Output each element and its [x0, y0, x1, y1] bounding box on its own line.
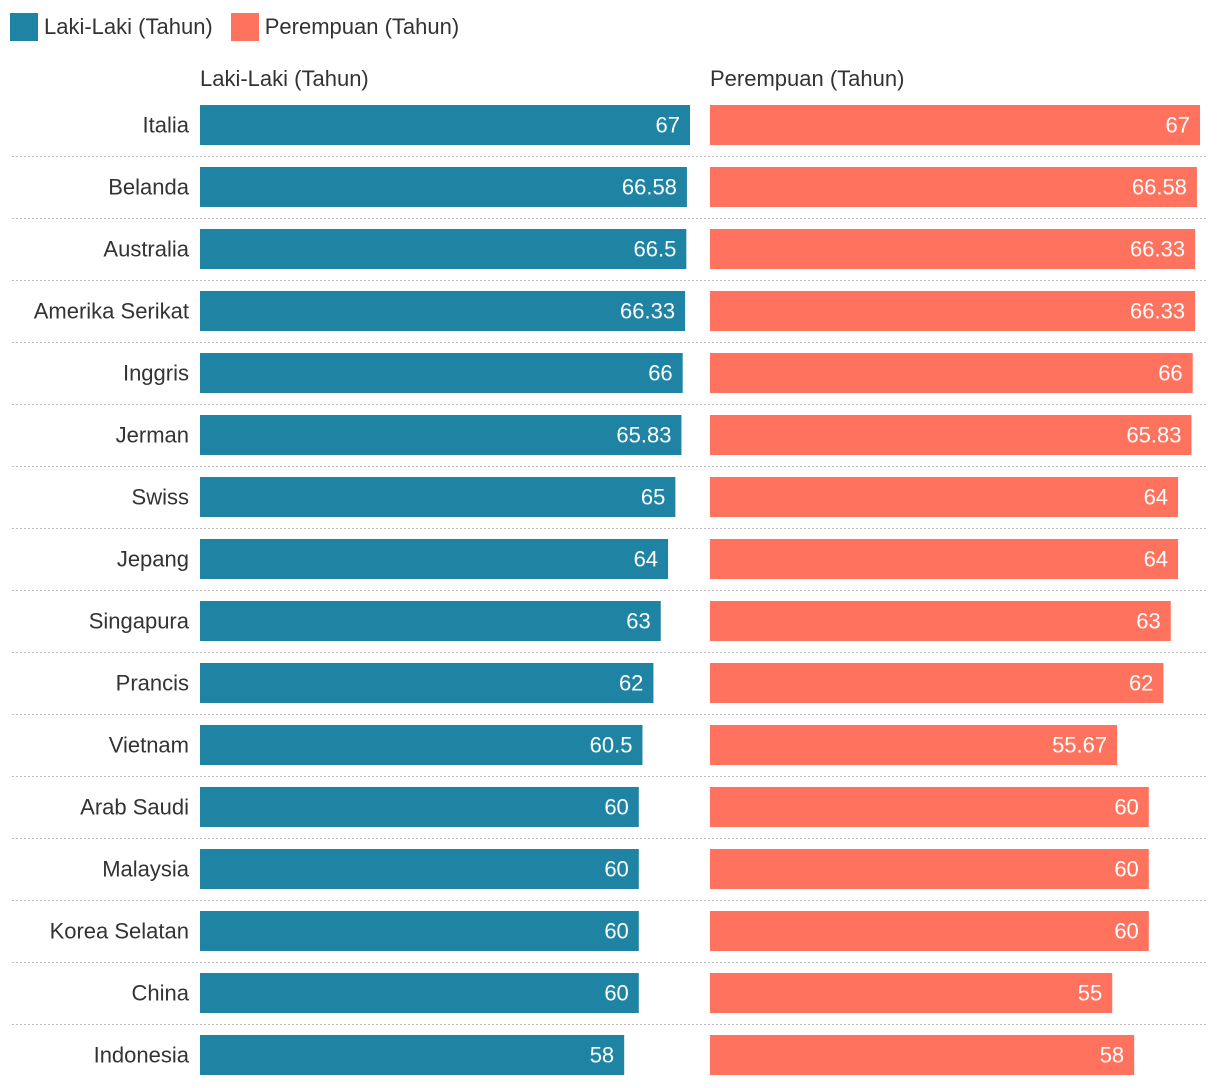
category-label: Australia	[103, 237, 189, 262]
bar-male	[200, 539, 669, 579]
bar-male	[200, 291, 686, 331]
data-label-male: 62	[619, 671, 643, 696]
data-label-male: 66.5	[634, 237, 677, 262]
data-label-male: 65.83	[616, 423, 671, 448]
data-label-male: 60	[604, 919, 628, 944]
bar-female	[710, 477, 1179, 517]
column-header-male: Laki-Laki (Tahun)	[200, 66, 369, 91]
data-label-female: 66.58	[1132, 175, 1187, 200]
bar-male	[200, 973, 639, 1013]
data-label-female: 60	[1114, 919, 1138, 944]
bar-female	[710, 663, 1164, 703]
bar-male	[200, 477, 676, 517]
bar-male	[200, 415, 682, 455]
data-label-male: 66.33	[620, 299, 675, 324]
category-label: China	[132, 981, 190, 1006]
bar-female	[710, 539, 1179, 579]
category-label: Swiss	[132, 485, 189, 510]
category-label: Arab Saudi	[80, 795, 189, 820]
data-label-female: 63	[1136, 609, 1160, 634]
data-label-male: 60.5	[590, 733, 633, 758]
bar-male	[200, 105, 690, 145]
bar-male	[200, 725, 643, 765]
data-label-female: 65.83	[1126, 423, 1181, 448]
data-label-female: 67	[1166, 113, 1190, 138]
data-label-male: 66.58	[622, 175, 677, 200]
bar-female	[710, 291, 1196, 331]
bar-male	[200, 229, 687, 269]
bar-female	[710, 601, 1171, 641]
bar-male	[200, 1035, 625, 1075]
bar-female	[710, 1035, 1135, 1075]
bar-female	[710, 105, 1200, 145]
bar-female	[710, 167, 1197, 207]
category-label: Korea Selatan	[50, 919, 189, 944]
data-label-female: 55.67	[1052, 733, 1107, 758]
data-label-female: 64	[1144, 547, 1168, 572]
legend-swatch-male	[10, 13, 38, 41]
bar-female	[710, 849, 1149, 889]
bar-female	[710, 229, 1196, 269]
category-label: Prancis	[116, 671, 189, 696]
data-label-male: 60	[604, 981, 628, 1006]
data-label-male: 67	[656, 113, 680, 138]
legend-item-female: Perempuan (Tahun)	[230, 13, 460, 41]
bar-male	[200, 601, 661, 641]
data-label-female: 60	[1114, 795, 1138, 820]
bar-male	[200, 787, 639, 827]
bar-female	[710, 911, 1149, 951]
category-label: Singapura	[89, 609, 190, 634]
data-label-female: 66.33	[1130, 237, 1185, 262]
category-label: Italia	[143, 113, 190, 138]
bar-male	[200, 849, 639, 889]
bar-male	[200, 353, 683, 393]
data-label-female: 55	[1078, 981, 1102, 1006]
bar-female	[710, 787, 1149, 827]
data-label-female: 60	[1114, 857, 1138, 882]
bar-female	[710, 353, 1193, 393]
category-label: Inggris	[123, 361, 189, 386]
category-label: Malaysia	[102, 857, 190, 882]
legend-label-female: Perempuan (Tahun)	[264, 14, 460, 39]
bar-female	[710, 415, 1192, 455]
data-label-female: 66.33	[1130, 299, 1185, 324]
bar-male	[200, 167, 687, 207]
legend: Laki-Laki (Tahun) Perempuan (Tahun)	[10, 12, 477, 42]
data-label-female: 62	[1129, 671, 1153, 696]
legend-swatch-female	[230, 13, 259, 41]
legend-label-male: Laki-Laki (Tahun)	[44, 14, 213, 39]
category-label: Amerika Serikat	[34, 299, 189, 324]
column-header-female: Perempuan (Tahun)	[710, 66, 905, 91]
bar-male	[200, 911, 639, 951]
data-label-male: 63	[626, 609, 650, 634]
data-label-female: 58	[1100, 1043, 1124, 1068]
category-label: Vietnam	[109, 733, 189, 758]
data-label-male: 64	[634, 547, 658, 572]
category-label: Jerman	[116, 423, 189, 448]
data-label-male: 60	[604, 857, 628, 882]
legend-item-male: Laki-Laki (Tahun)	[10, 13, 213, 41]
data-label-male: 65	[641, 485, 665, 510]
data-label-male: 58	[590, 1043, 614, 1068]
bar-female	[710, 725, 1118, 765]
category-label: Jepang	[117, 547, 189, 572]
data-label-female: 66	[1158, 361, 1182, 386]
data-label-male: 60	[604, 795, 628, 820]
data-label-female: 64	[1144, 485, 1168, 510]
bar-male	[200, 663, 654, 703]
bar-female	[710, 973, 1113, 1013]
category-label: Indonesia	[94, 1043, 190, 1068]
data-label-male: 66	[648, 361, 672, 386]
category-label: Belanda	[108, 175, 190, 200]
